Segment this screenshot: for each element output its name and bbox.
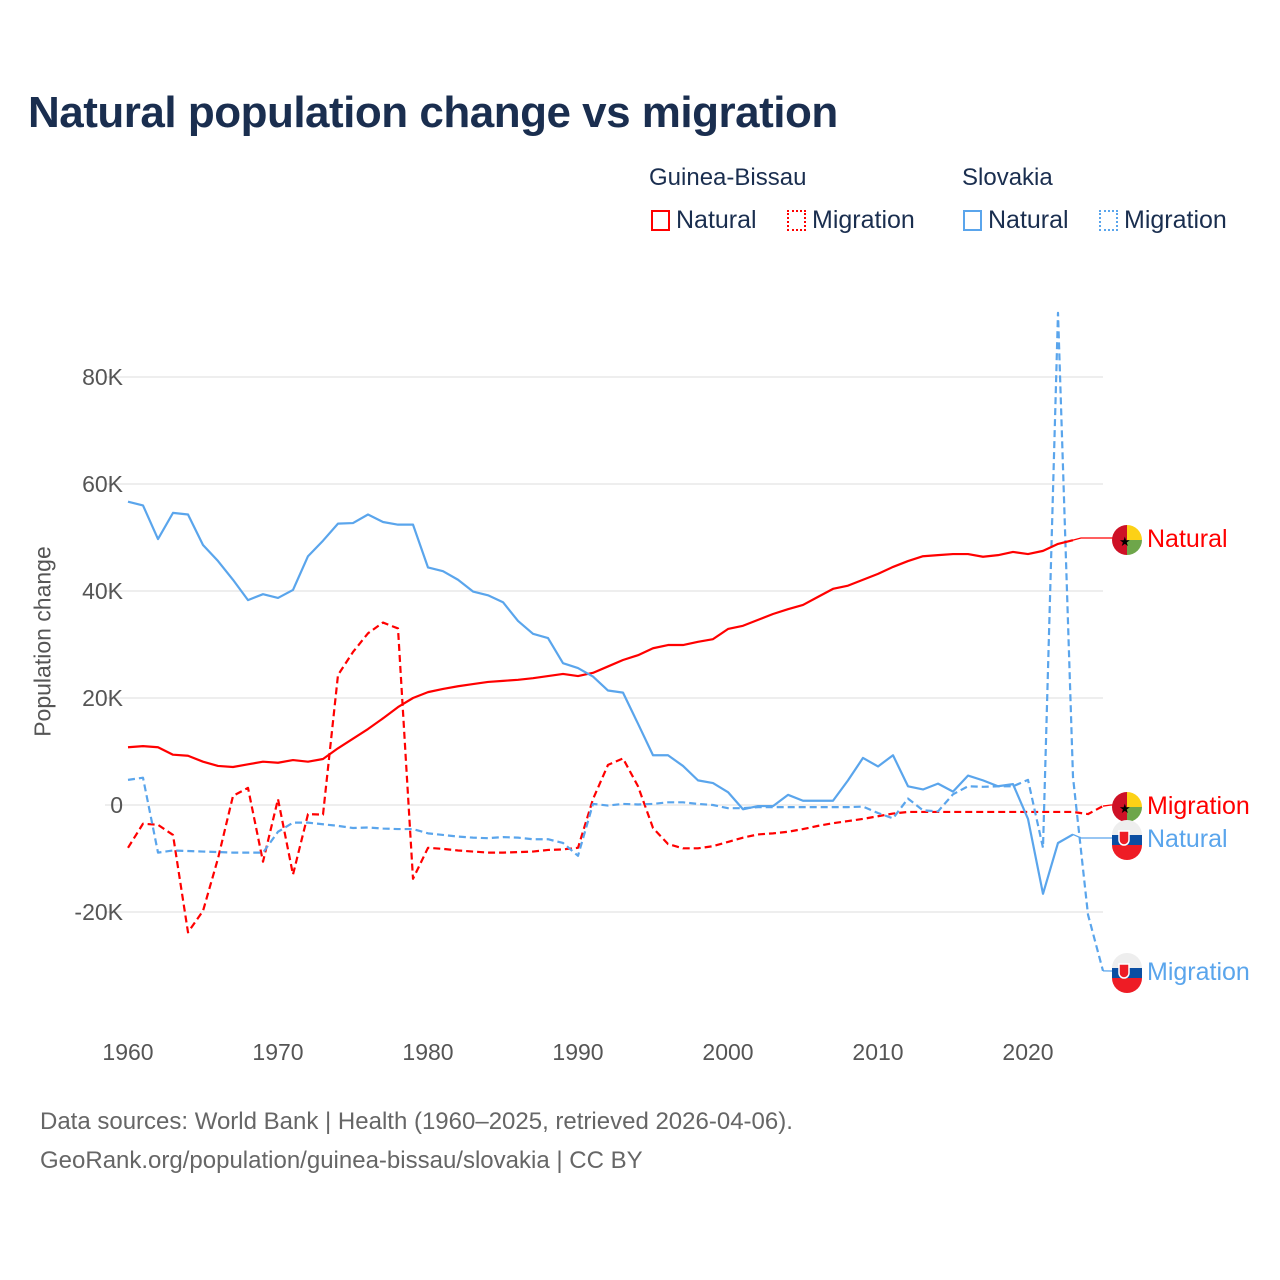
x-tick-label: 1990 [552,1039,603,1065]
legend-label: Natural [988,206,1069,234]
legend-swatch [1099,210,1118,231]
y-tick-label: 20K [82,685,124,711]
flag-slovakia-icon [1112,845,1142,860]
x-tick-label: 2020 [1002,1039,1053,1065]
series-line-slovakia-migration [127,311,1105,972]
x-tick-label: 1960 [102,1039,153,1065]
flag-slovakia-coat-icon [1118,963,1130,979]
series-line-guinea-bissau-migration [127,621,1104,934]
y-tick-label: 60K [82,471,124,497]
flag-slovakia-icon [1112,978,1142,993]
y-tick-label: -20K [74,899,123,925]
label-leader-line [1072,833,1115,839]
legend-label: Migration [812,206,915,234]
flag-star-icon: ★ [1119,534,1131,549]
flag-guinea-bissau-icon [1112,525,1127,555]
legend-label: Migration [1124,206,1227,234]
series-end-label: Migration [1147,792,1250,820]
y-tick-label: 80K [82,364,124,390]
flag-guinea-bissau-icon [1127,792,1142,807]
legend-swatch [963,210,982,231]
legend-swatch [651,210,670,231]
legend-sk-migration[interactable]: Migration [1099,206,1227,235]
series-end-label: Natural [1147,825,1228,853]
x-tick-label: 2010 [852,1039,903,1065]
x-tick-label: 1970 [252,1039,303,1065]
x-tick-label: 1980 [402,1039,453,1065]
legend-gb-natural[interactable]: Natural [651,206,757,235]
y-tick-label: 0 [110,792,123,818]
footer-source: Data sources: World Bank | Health (1960–… [40,1108,793,1135]
legend-gb-migration[interactable]: Migration [787,206,915,235]
legend-sk-natural[interactable]: Natural [963,206,1069,235]
y-tick-label: 40K [82,578,124,604]
legend-group-slovakia: Slovakia [962,164,1053,191]
chart-title: Natural population change vs migration [28,88,838,137]
legend-swatch [787,210,806,231]
x-tick-label: 2000 [702,1039,753,1065]
label-leader-line [1072,537,1115,541]
legend-label: Natural [676,206,757,234]
flag-slovakia-coat-icon [1118,830,1130,846]
series-line-guinea-bissau-natural [127,539,1074,769]
flag-guinea-bissau-icon [1127,525,1142,540]
legend-group-guinea-bissau: Guinea-Bissau [649,164,807,191]
flag-star-icon: ★ [1119,801,1131,816]
flag-guinea-bissau-icon [1127,807,1142,822]
flag-guinea-bissau-icon [1112,792,1127,822]
series-end-label: Natural [1147,525,1228,553]
series-end-label: Migration [1147,958,1250,986]
series-line-slovakia-natural [127,500,1074,895]
footer-link[interactable]: GeoRank.org/population/guinea-bissau/slo… [40,1147,643,1174]
flag-guinea-bissau-icon [1127,540,1142,555]
